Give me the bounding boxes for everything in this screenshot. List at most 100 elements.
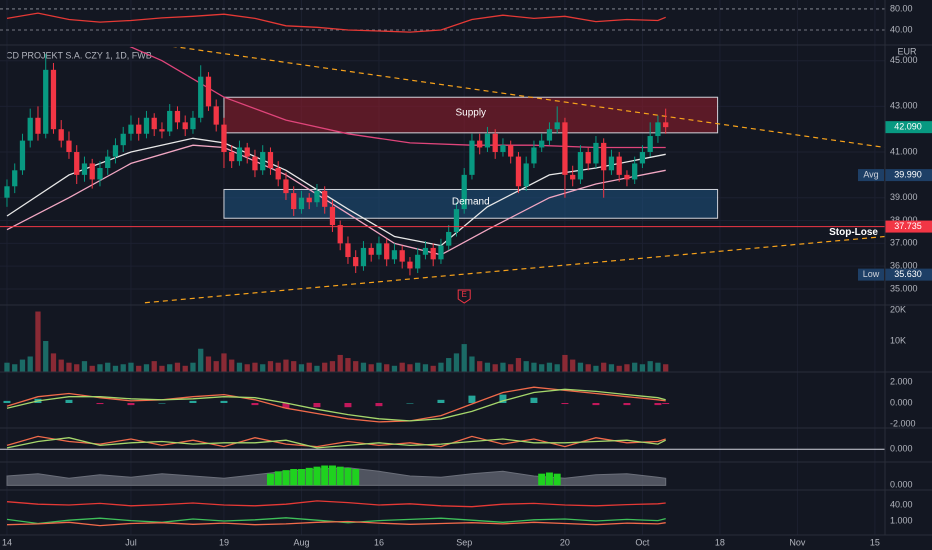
trendline xyxy=(144,235,885,304)
volume-bar xyxy=(616,365,622,372)
y-tick-label: 40.00 xyxy=(890,499,913,509)
candle-body xyxy=(632,163,638,180)
zone-label: Supply xyxy=(455,108,486,119)
candle-body xyxy=(267,152,274,169)
candle-body xyxy=(384,243,390,260)
trendline xyxy=(172,47,885,149)
indicator-bar xyxy=(290,469,298,486)
stop-value: 37.735 xyxy=(894,221,922,231)
x-tick-label: 19 xyxy=(219,537,229,547)
price-badge xyxy=(885,121,932,134)
earnings-marker xyxy=(457,289,471,304)
volume-bar xyxy=(546,362,553,372)
volume-bar xyxy=(143,364,150,372)
candle-body xyxy=(182,122,188,130)
candle-body xyxy=(368,247,374,255)
volume-bar xyxy=(12,364,18,372)
y-tick-label: 20K xyxy=(890,304,906,314)
volume-bar xyxy=(360,362,367,372)
volume-bar xyxy=(66,362,72,372)
price-badge xyxy=(885,169,932,182)
candle-body xyxy=(647,136,653,153)
y-tick-label: 43.000 xyxy=(890,101,918,111)
candle-body xyxy=(260,152,266,171)
indicator-bar xyxy=(313,402,321,408)
indicator-area xyxy=(6,467,667,486)
volume-bar xyxy=(128,362,134,372)
indicator-bar xyxy=(313,466,321,486)
volume-bar xyxy=(252,362,258,372)
indicator-bar xyxy=(538,473,546,486)
indicator-bar xyxy=(328,465,336,486)
y-tick-label: 0.000 xyxy=(890,480,913,490)
chart-title: CD PROJEKT S.A. CZY 1, 1D, FWB xyxy=(6,50,152,60)
y-tick-label: 37.000 xyxy=(890,238,918,248)
x-tick-label: Oct xyxy=(635,537,650,547)
candle-body xyxy=(291,193,297,210)
y-tick-label: 0.000 xyxy=(890,444,913,454)
y-tick-label: 41.000 xyxy=(890,146,918,156)
indicator-line xyxy=(6,500,666,508)
candle-body xyxy=(663,122,669,128)
indicator-bar xyxy=(375,402,383,407)
indicator-bar xyxy=(3,400,11,403)
volume-bar xyxy=(221,353,227,372)
candle-body xyxy=(283,179,289,194)
candle-body xyxy=(74,152,80,175)
candle-body xyxy=(50,69,57,130)
price-badge-value: 35.630 xyxy=(894,269,922,279)
x-tick-label: 16 xyxy=(374,537,384,547)
volume-bar xyxy=(353,361,359,372)
volume-bar xyxy=(190,362,196,372)
volume-bar xyxy=(213,361,219,372)
volume-bar xyxy=(368,364,374,372)
candle-body xyxy=(236,147,243,162)
volume-bar xyxy=(500,362,506,372)
candle-body xyxy=(43,69,49,134)
panel xyxy=(6,465,667,486)
indicator-bar xyxy=(336,466,344,486)
indicator-bar xyxy=(251,402,259,406)
indicator-bar xyxy=(662,402,670,405)
badge-title-box xyxy=(858,268,884,281)
candle-body xyxy=(461,174,467,210)
candle-body xyxy=(477,140,483,148)
volume-bar xyxy=(167,364,173,372)
y-tick-label: 10K xyxy=(890,335,906,345)
volume-bar xyxy=(337,354,343,372)
y-tick-label: 2.000 xyxy=(890,376,913,386)
indicator-bar xyxy=(274,471,282,486)
candle-body xyxy=(360,247,367,267)
x-tick-label: Nov xyxy=(789,537,806,547)
zone-label: Demand xyxy=(452,196,490,207)
volume-bar xyxy=(298,364,305,372)
candle-body xyxy=(639,152,646,164)
y-tick-label: 45.000 xyxy=(890,55,918,65)
volume-bar xyxy=(531,362,537,372)
indicator-bar xyxy=(352,469,360,486)
candle-body xyxy=(407,261,413,269)
volume-bar xyxy=(58,359,64,372)
x-tick-label: 15 xyxy=(870,537,880,547)
volume-bar xyxy=(632,362,638,372)
candle-body xyxy=(174,110,181,123)
volume-bar xyxy=(81,361,88,372)
candle-body xyxy=(546,129,553,141)
candle-body xyxy=(329,206,336,226)
indicator-bar xyxy=(321,465,329,486)
candle-body xyxy=(112,145,119,157)
volume-bar xyxy=(236,362,243,372)
indicator-bar xyxy=(282,402,290,409)
indicator-bar xyxy=(468,395,476,403)
indicator-bar xyxy=(266,473,274,486)
badge-title: Avg xyxy=(863,169,878,179)
volume-bar xyxy=(35,311,41,372)
y-tick-label: 35.000 xyxy=(890,283,918,293)
candle-body xyxy=(128,124,134,134)
volume-bar xyxy=(415,362,421,372)
volume-bar xyxy=(655,362,661,372)
indicator-line xyxy=(6,435,666,448)
price-badge-value: 42.090 xyxy=(894,122,922,132)
panel xyxy=(3,386,670,423)
